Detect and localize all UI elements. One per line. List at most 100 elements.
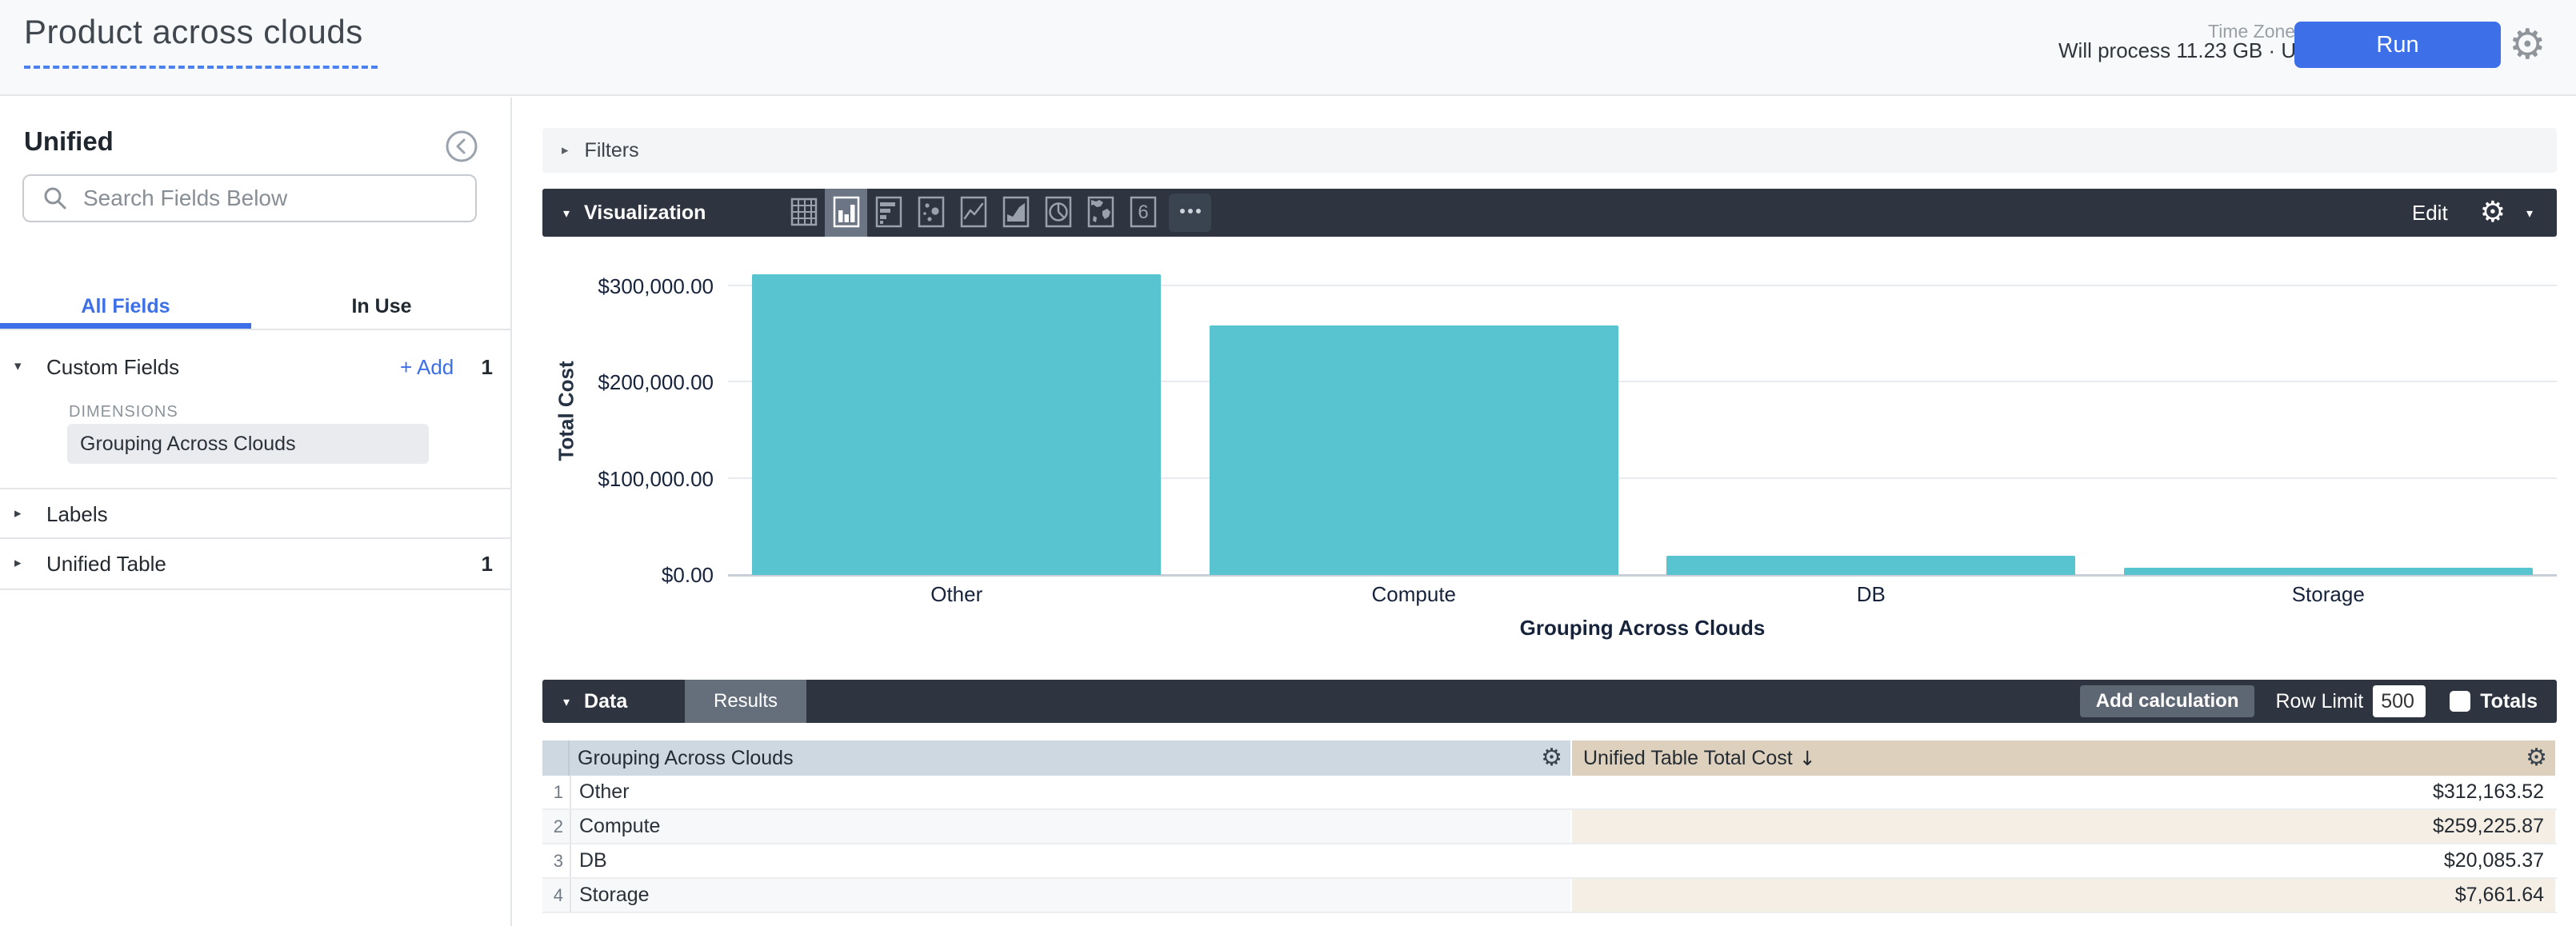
field-search-box[interactable] — [22, 174, 477, 222]
collapse-sidebar-button[interactable] — [445, 130, 478, 163]
page-title: Product across clouds — [24, 13, 363, 50]
title-dashed-underline — [24, 66, 378, 69]
measure-cell[interactable]: $259,225.87 — [1572, 810, 2555, 843]
row-number-header — [542, 740, 570, 776]
divider — [0, 537, 512, 539]
row-number: 1 — [553, 782, 563, 802]
viz-type-bar-button[interactable] — [867, 189, 910, 237]
column-gear-icon[interactable]: ⚙ — [2526, 744, 2547, 772]
add-calculation-button[interactable]: Add calculation — [2079, 685, 2255, 717]
caret-right-icon[interactable]: ▸ — [14, 555, 22, 571]
edit-visualization-button[interactable]: Edit — [2411, 200, 2448, 225]
chevron-down-icon[interactable]: ▾ — [2526, 205, 2533, 221]
totals-label: Totals — [2480, 689, 2538, 712]
area-chart-icon — [1002, 194, 1030, 233]
visualization-section-header: ▾ Visualization 6 Edit ⚙ ▾ — [542, 189, 2557, 237]
table-row[interactable]: 4 Storage $7,661.64 — [542, 879, 2557, 913]
measure-cell[interactable]: $7,661.64 — [1572, 879, 2555, 912]
dimension-cell[interactable]: Other — [570, 776, 1570, 808]
viz-type-scatter-button[interactable] — [910, 189, 952, 237]
viz-type-line-button[interactable] — [952, 189, 994, 237]
bar-chart: Total Cost $0.00 $100,000.00 $200,000.00 $3… — [542, 246, 2557, 678]
gridline — [728, 477, 2557, 479]
dimension-cell[interactable]: DB — [570, 844, 1570, 877]
run-button[interactable]: Run — [2294, 22, 2501, 68]
add-custom-field-button[interactable]: + Add — [400, 355, 454, 379]
viz-type-area-button[interactable] — [994, 189, 1037, 237]
column-gap — [1570, 740, 1572, 776]
viz-type-pie-button[interactable] — [1037, 189, 1079, 237]
active-tab-underline — [0, 323, 251, 329]
scatter-chart-icon — [917, 194, 946, 233]
row-number: 4 — [542, 879, 570, 912]
unified-table-count: 1 — [481, 552, 493, 576]
line-chart-icon — [959, 194, 988, 233]
viz-type-toolbar: 6 — [782, 189, 1212, 237]
viz-type-map-button[interactable] — [1079, 189, 1122, 237]
pie-chart-icon — [1044, 194, 1073, 233]
bar-storage[interactable] — [2123, 567, 2533, 575]
settings-gear-icon[interactable]: ⚙ — [2509, 21, 2546, 69]
totals-checkbox[interactable] — [2450, 691, 2471, 712]
bar-compute[interactable] — [1209, 325, 1618, 575]
caret-down-icon[interactable]: ▾ — [14, 358, 22, 374]
viz-type-table-button[interactable] — [782, 189, 825, 237]
viz-type-column-button[interactable] — [825, 189, 868, 237]
sidebar-item-custom-fields[interactable]: ▾ Custom Fields + Add 1 — [14, 355, 493, 379]
results-tab[interactable]: Results — [685, 680, 806, 723]
chart-yticks: $0.00 $100,000.00 $200,000.00 $300,000.00 — [542, 273, 717, 587]
viz-type-more-button[interactable] — [1169, 194, 1212, 232]
column-header-total-cost[interactable]: Unified Table Total Cost ↓ ⚙ — [1572, 740, 2555, 776]
time-zone-dropdown[interactable]: Time Zone▾ — [2208, 21, 2306, 42]
caret-right-icon: ▸ — [562, 142, 569, 158]
y-tick-label: $0.00 — [661, 563, 714, 587]
bar-other[interactable] — [752, 274, 1162, 575]
table-row[interactable]: 1 Other $312,163.52 — [542, 776, 2557, 810]
y-tick-label: $100,000.00 — [598, 466, 714, 491]
explore-view-name: Unified — [24, 126, 114, 156]
table-chart-icon — [790, 194, 818, 233]
column-gear-icon[interactable]: ⚙ — [1541, 744, 1562, 772]
caret-right-icon[interactable]: ▸ — [14, 505, 22, 521]
measure-cell[interactable]: $312,163.52 — [2432, 780, 2544, 803]
search-icon — [44, 187, 66, 210]
viz-settings-gear-icon[interactable]: ⚙ — [2479, 196, 2506, 229]
viz-type-single-value-button[interactable]: 6 — [1122, 189, 1164, 237]
tab-all-fields[interactable]: All Fields — [81, 294, 170, 317]
measure-cell[interactable]: $20,085.37 — [2443, 849, 2544, 872]
caret-down-icon[interactable]: ▾ — [563, 693, 570, 709]
row-number: 2 — [542, 810, 570, 843]
x-category-label: Other — [930, 582, 983, 606]
divider — [0, 589, 512, 590]
svg-text:6: 6 — [1138, 202, 1148, 223]
divider — [0, 329, 512, 330]
dimension-cell[interactable]: Storage — [570, 879, 1570, 912]
field-picker-sidebar: Unified All Fields In Use ▾ Custom Field… — [0, 98, 512, 926]
bar-db[interactable] — [1666, 555, 2076, 575]
dimension-cell[interactable]: Compute — [570, 810, 1570, 843]
sidebar-item-unified-table[interactable]: ▸ Unified Table 1 — [14, 552, 493, 576]
top-header: Product across clouds Will process 11.23… — [0, 0, 2576, 96]
field-grouping-across-clouds[interactable]: Grouping Across Clouds — [67, 424, 429, 464]
table-row[interactable]: 3 DB $20,085.37 — [542, 844, 2557, 879]
sidebar-item-labels[interactable]: ▸ Labels — [14, 502, 108, 526]
filters-section-header[interactable]: ▸ Filters — [542, 128, 2557, 173]
row-limit-input[interactable] — [2373, 685, 2426, 717]
caret-down-icon[interactable]: ▾ — [563, 205, 570, 221]
column-header-grouping-across-clouds[interactable]: Grouping Across Clouds ⚙ — [570, 740, 1570, 776]
column-chart-icon — [832, 194, 861, 233]
table-row[interactable]: 2 Compute $259,225.87 — [542, 810, 2557, 844]
y-tick-label: $200,000.00 — [598, 370, 714, 395]
data-section-header: ▾ Data Results Add calculation Row Limit… — [542, 680, 2557, 723]
process-info-text: Will process 11.23 GB · UTC — [2058, 38, 2324, 62]
gridline — [728, 284, 2557, 286]
sort-desc-icon[interactable]: ↓ — [1798, 746, 1816, 770]
y-tick-label: $300,000.00 — [598, 273, 714, 298]
x-axis-title: Grouping Across Clouds — [1519, 616, 1766, 640]
map-chart-icon — [1086, 194, 1115, 233]
tab-in-use[interactable]: In Use — [351, 294, 412, 317]
single-value-chart-icon: 6 — [1129, 194, 1158, 233]
x-axis-line — [728, 574, 2557, 577]
search-input[interactable] — [83, 186, 451, 211]
